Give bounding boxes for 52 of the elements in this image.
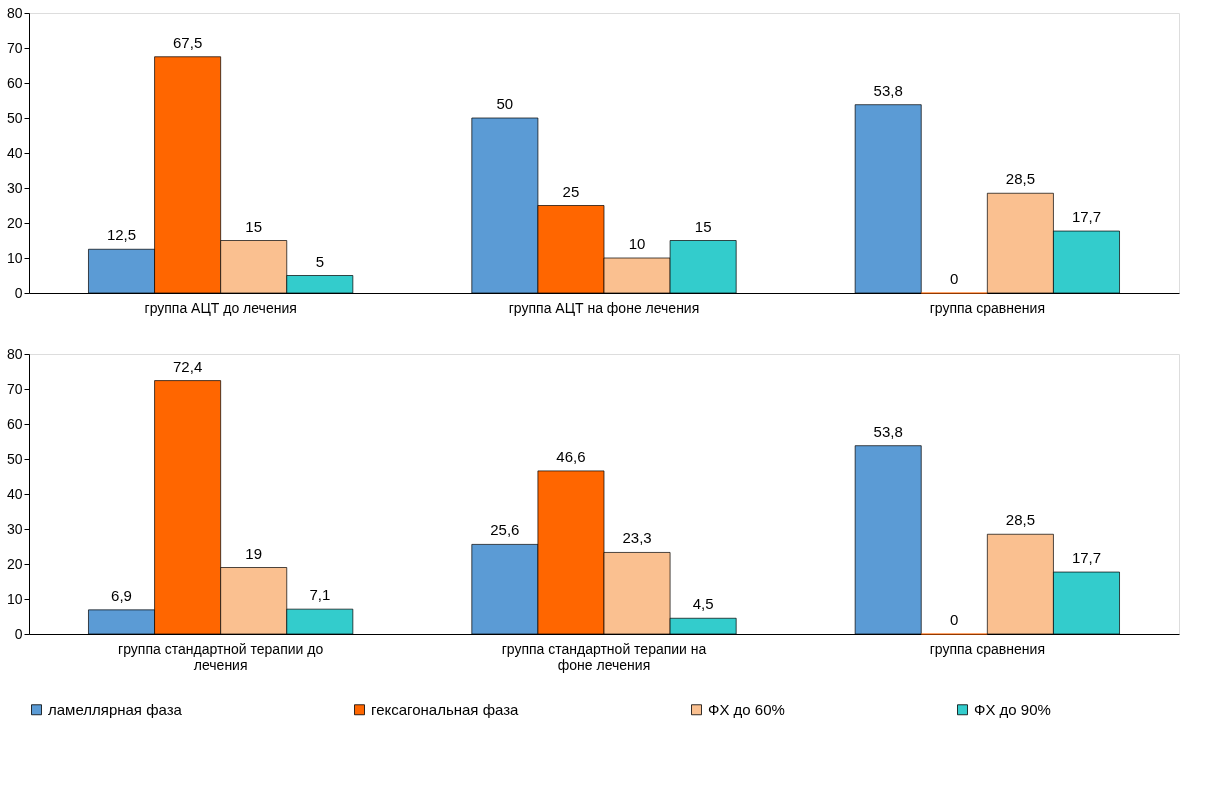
y-tick-label: 80 [6,4,23,21]
y-tick-label: 40 [6,485,23,502]
y-tick-label: 60 [6,74,23,91]
y-tick-label: 70 [6,380,23,397]
y-tick-label: 10 [6,590,23,607]
x-tick-label: группа АЦТ на фоне лечения [508,299,700,316]
data-label: 15 [694,217,712,235]
y-tick-label: 30 [6,520,23,537]
data-label: 12,5 [106,226,137,244]
data-label: 19 [245,544,263,562]
y-tick-label: 60 [6,415,23,432]
data-label: 23,3 [622,529,652,547]
data-label: 28,5 [1005,511,1035,529]
data-label: 0 [950,270,959,287]
data-label: 25,6 [490,521,520,539]
data-label: 53,8 [873,81,903,99]
y-tick-label: 0 [14,284,23,301]
data-label: 25 [562,182,580,200]
legend-label: гексагональная фаза [371,700,520,718]
data-label: 15 [245,217,263,235]
x-tick-label: группа сравнения [929,299,1045,316]
data-label: 50 [496,95,514,112]
data-label: 5 [315,252,324,270]
data-label: 46,6 [556,447,586,465]
data-label: 10 [628,235,646,252]
y-tick-label: 0 [14,625,23,642]
data-label: 4,5 [692,595,714,613]
y-tick-label: 40 [6,144,23,161]
data-label: 7,1 [309,586,331,604]
data-label: 6,9 [111,586,132,604]
y-tick-label: 30 [6,179,23,196]
data-label: 0 [950,611,959,628]
data-label: 17,7 [1071,208,1102,226]
legend-label: ФХ до 90% [974,700,1051,718]
x-tick-label: группа стандартной терапии до лечения [118,640,324,673]
y-tick-label: 70 [6,39,23,56]
x-tick-label: группа стандартной терапии на фоне лечения [501,640,707,673]
data-label: 72,4 [173,357,203,375]
y-tick-label: 50 [6,109,23,126]
data-label: 53,8 [873,422,903,440]
legend-label: ФХ до 60% [708,700,785,718]
y-tick-label: 20 [6,214,23,231]
y-tick-label: 20 [6,555,23,572]
x-tick-label: группа сравнения [929,640,1045,657]
y-tick-label: 80 [6,345,23,362]
data-label: 67,5 [173,33,203,51]
y-tick-label: 50 [6,450,23,467]
legend-label: ламеллярная фаза [48,700,183,718]
y-tick-label: 10 [6,249,23,266]
data-label: 17,7 [1071,549,1102,567]
x-tick-label: группа АЦТ до лечения [144,299,297,316]
data-label: 28,5 [1005,170,1035,188]
